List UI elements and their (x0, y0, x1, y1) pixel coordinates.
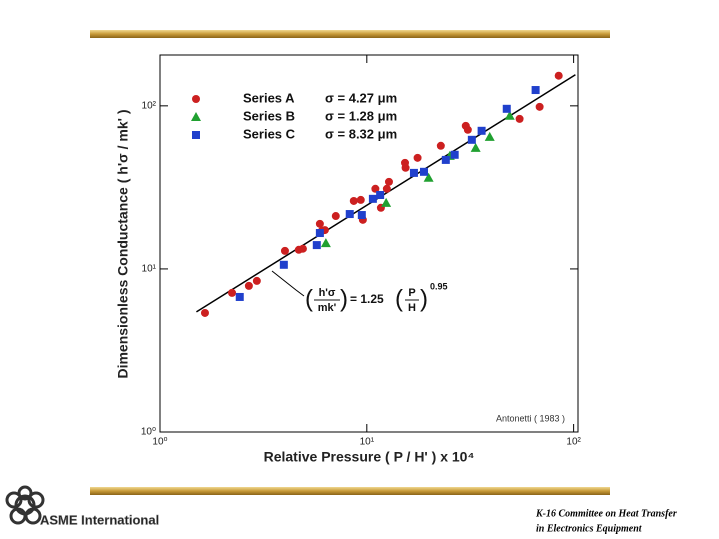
point (368, 194, 377, 203)
point (401, 163, 410, 172)
legend-label: Series A (243, 90, 295, 105)
eq-lhs-den: mk' (318, 302, 337, 314)
x-tick-label: 10¹ (360, 437, 375, 448)
point (356, 195, 365, 204)
point (441, 155, 450, 164)
point (320, 238, 331, 248)
point (535, 102, 544, 111)
point (467, 135, 476, 144)
point (531, 86, 540, 95)
paren: ) (340, 285, 348, 312)
point (419, 167, 428, 176)
point (235, 292, 244, 301)
y-axis-title: Dimensionless Conductance ( h'σ / mk' ) (115, 109, 131, 378)
top-rule (90, 30, 610, 38)
point (315, 219, 324, 228)
point (413, 153, 422, 162)
point (484, 131, 495, 141)
point (423, 172, 434, 182)
point (381, 197, 392, 207)
equation: ( h'σ mk' ) = 1.25 ( P H ) 0.95 (305, 281, 448, 314)
point (279, 260, 288, 269)
point (244, 281, 253, 290)
footer-line: K-16 Committee on Heat Transfer (535, 508, 677, 519)
point (504, 110, 515, 120)
x-axis-title: Relative Pressure ( P / H' ) x 10⁴ (264, 449, 475, 465)
fit-line (196, 74, 576, 313)
point (436, 141, 445, 150)
legend-annotation: σ = 8.32 μm (325, 126, 397, 141)
plot-frame (159, 54, 579, 433)
point (463, 125, 472, 134)
y-tick-label: 10¹ (142, 264, 157, 275)
eq-coef: = 1.25 (350, 292, 384, 306)
x-tick-label: 10² (566, 437, 581, 448)
logo-text: ASME International (40, 512, 159, 527)
point (357, 211, 366, 220)
point (502, 104, 511, 113)
logo (5, 485, 45, 525)
point (200, 308, 209, 317)
eq-rhs-den: H (408, 302, 416, 314)
legend-annotation: σ = 4.27 μm (325, 90, 397, 105)
point (331, 212, 340, 221)
eq-rhs-num: P (408, 287, 415, 299)
point (280, 246, 289, 255)
leader-line (271, 270, 305, 297)
legend-marker (192, 131, 200, 139)
point (470, 142, 481, 152)
bottom-rule (90, 487, 610, 495)
paren: ( (395, 285, 403, 312)
point (384, 177, 393, 186)
legend-marker (191, 112, 201, 121)
eq-exponent: 0.95 (430, 281, 448, 291)
point (477, 126, 486, 135)
point (450, 150, 459, 159)
y-tick-label: 10² (142, 100, 157, 111)
point (345, 210, 354, 219)
point (349, 196, 358, 205)
point (228, 288, 237, 297)
point (409, 168, 418, 177)
point (382, 184, 391, 193)
legend-annotation: σ = 1.28 μm (325, 108, 397, 123)
eq-lhs-num: h'σ (319, 287, 336, 299)
paren: ) (420, 285, 428, 312)
point (554, 71, 563, 80)
point (376, 190, 385, 199)
point (312, 241, 321, 250)
x-tick-label: 10⁰ (152, 437, 167, 448)
legend-marker (192, 95, 200, 103)
point (515, 114, 524, 123)
paren: ( (305, 285, 313, 312)
point (298, 244, 307, 253)
point (371, 184, 380, 193)
legend-label: Series B (243, 108, 295, 123)
point (252, 276, 261, 285)
point (315, 229, 324, 238)
footer-line: in Electronics Equipment (536, 523, 643, 534)
legend-label: Series C (243, 126, 296, 141)
source-note: Antonetti ( 1983 ) (496, 413, 565, 423)
y-tick-label: 10⁰ (141, 427, 156, 438)
